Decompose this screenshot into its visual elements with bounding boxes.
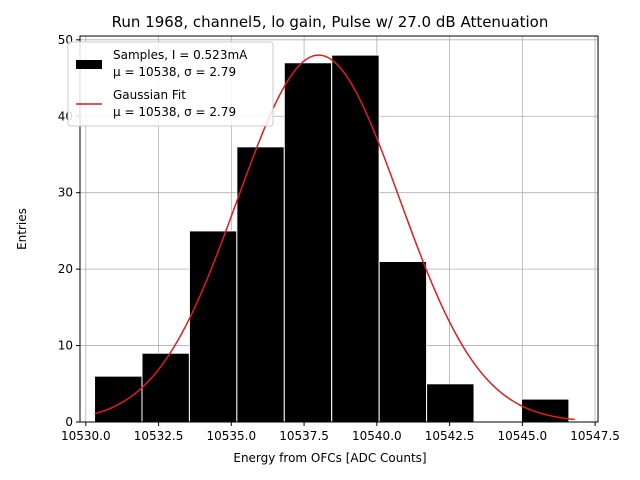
x-tick-label: 10535.0 [207, 429, 257, 443]
y-tick-label: 30 [58, 186, 73, 200]
y-tick-label: 10 [58, 339, 73, 353]
x-tick-label: 10547.5 [570, 429, 620, 443]
x-axis-label: Energy from OFCs [ADC Counts] [233, 451, 426, 465]
legend-box [67, 41, 274, 127]
chart-title: Run 1968, channel5, lo gain, Pulse w/ 27… [112, 13, 549, 31]
legend-fit-label: Gaussian Fit [113, 88, 186, 102]
histogram-bar [378, 260, 428, 423]
gaussian-fit-curve [94, 54, 575, 421]
y-axis-label: Entries [15, 208, 29, 250]
histogram-bar [331, 54, 380, 423]
y-tick-label: 20 [58, 262, 73, 276]
x-tick-label: 10542.5 [425, 429, 475, 443]
histogram-bar [188, 230, 238, 423]
legend: Samples, I = 0.523mA μ = 10538, σ = 2.79… [67, 41, 274, 127]
histogram-bars [94, 54, 570, 423]
histogram-bar [94, 375, 143, 423]
histogram-bar [426, 383, 475, 423]
legend-samples-swatch [76, 60, 102, 69]
histogram-bar [283, 62, 333, 423]
legend-samples-stats: μ = 10538, σ = 2.79 [113, 65, 236, 79]
x-tick-label: 10532.5 [134, 429, 184, 443]
legend-samples-label: Samples, I = 0.523mA [113, 48, 248, 62]
y-tick-label: 0 [65, 415, 73, 429]
x-tick-label: 10537.5 [279, 429, 329, 443]
histogram-bar [141, 352, 190, 423]
legend-fit-stats: μ = 10538, σ = 2.79 [113, 105, 236, 119]
x-tick-label: 10530.0 [61, 429, 111, 443]
x-axis-ticks: 10530.0 10532.5 10535.0 10537.5 10540.0 10542… [61, 422, 620, 443]
x-tick-label: 10540.0 [352, 429, 402, 443]
histogram-bar [236, 146, 285, 423]
x-tick-label: 10545.0 [498, 429, 548, 443]
plot-frame [79, 35, 599, 423]
